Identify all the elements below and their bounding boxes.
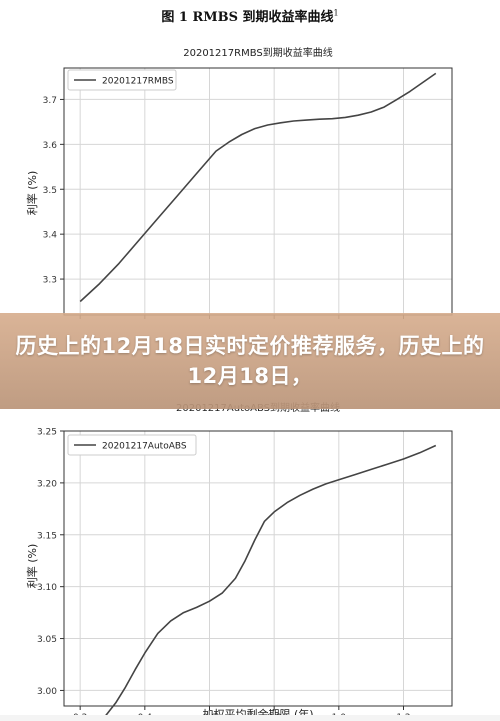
chart1-legend-box [67, 69, 177, 91]
chart1-y-tick-label: 3.6 [43, 141, 58, 151]
chart2-plot-area [64, 431, 452, 706]
chart2-legend-label: 20201217AutoABS [102, 442, 187, 452]
chart1-ylabel: 利率 (%) [25, 171, 39, 216]
bottom-strip [0, 715, 500, 721]
chart1-series-line [79, 72, 437, 303]
chart2-y-tick-label: 3.00 [37, 687, 57, 697]
chart1-y-tick-label: 3.4 [43, 231, 58, 241]
chart2-ylabel: 利率 (%) [25, 544, 39, 589]
rmbs-yield-chart: 20201217RMBS到期收益率曲线 利率 (%) 3.3 3.4 3.5 3.6 3… [25, 46, 453, 319]
chart2-series-line [86, 444, 437, 720]
figure-title-text: 图 1 RMBS 到期收益率曲线 [161, 10, 334, 25]
chart2-y-tick-label: 3.25 [37, 428, 57, 438]
autoabs-yield-chart: 20201217AutoABS到期收益率曲线 利率 (%) 加权平均剩余期限 (… [25, 401, 453, 720]
chart1-title: 20201217RMBS到期收益率曲线 [183, 46, 333, 59]
figure-title: 图 1 RMBS 到期收益率曲线1 [0, 6, 500, 25]
headline-overlay-banner: 历史上的12月18日实时定价推荐服务，历史上的12月18日， [0, 313, 500, 409]
chart1-y-tick-label: 3.7 [43, 96, 57, 106]
chart2-y-tick-label: 3.15 [37, 531, 57, 541]
chart2-y-tick-label: 3.10 [37, 583, 57, 593]
chart2-y-tick-label: 3.05 [37, 635, 57, 645]
headline-overlay-text: 历史上的12月18日实时定价推荐服务，历史上的12月18日， [15, 334, 485, 388]
chart1-y-tick-label: 3.5 [43, 186, 57, 196]
chart2-axes-frame [63, 430, 453, 707]
chart1-y-tick-label: 3.3 [43, 276, 57, 286]
chart1-legend-label: 20201217RMBS [102, 77, 174, 87]
chart2-legend-box [67, 434, 197, 456]
chart1-plot-area [64, 68, 452, 315]
chart2-y-tick-label: 3.20 [37, 479, 57, 489]
figure-title-footnote: 1 [333, 8, 339, 18]
